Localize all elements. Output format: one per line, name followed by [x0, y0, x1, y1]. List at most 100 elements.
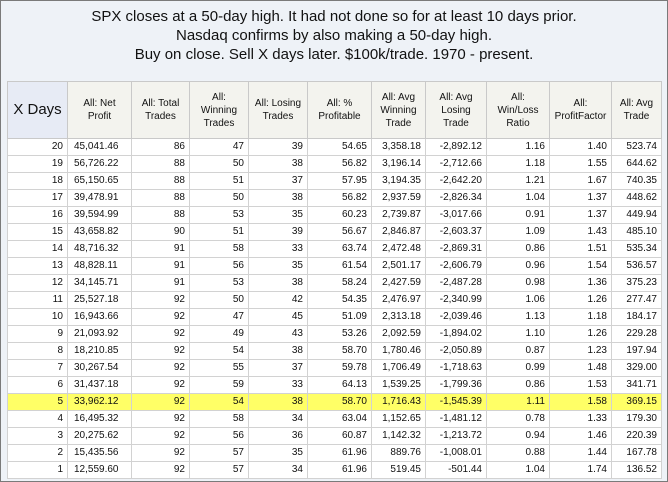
title-line-2: Nasdaq confirms by also making a 50-day … [176, 27, 492, 44]
column-header-total-trades[interactable]: All: Total Trades [131, 81, 190, 139]
table-row[interactable]: 2 15,435.56 92 57 35 61.96 889.76 -1,008.01 0.88… [7, 444, 662, 462]
column-header-net-profit[interactable]: All: Net Profit [67, 81, 132, 139]
cell-losing-trades: 35 [248, 206, 308, 224]
cell-x-days: 6 [7, 376, 68, 394]
cell-avg-losing-trade: -3,017.66 [425, 206, 487, 224]
cell-winning-trades: 47 [189, 308, 249, 326]
table-row[interactable]: 18 65,150.65 88 51 37 57.95 3,194.35 -2,642.20 1… [7, 172, 662, 190]
cell-avg-winning-trade: 2,092.59 [371, 325, 426, 343]
cell-win-loss-ratio: 1.21 [486, 172, 550, 190]
cell-avg-trade: 167.78 [611, 444, 662, 462]
column-header-pct-profitable[interactable]: All: % Profitable [307, 81, 372, 139]
cell-losing-trades: 42 [248, 291, 308, 309]
cell-win-loss-ratio: 1.10 [486, 325, 550, 343]
cell-profit-factor: 1.37 [549, 189, 612, 207]
cell-pct-profitable: 58.24 [307, 274, 372, 292]
table-row-highlighted[interactable]: 5 33,962.12 92 54 38 58.70 1,716.43 -1,545.39 1.… [7, 393, 662, 411]
cell-avg-trade: 220.39 [611, 427, 662, 445]
cell-avg-losing-trade: -2,050.89 [425, 342, 487, 360]
table-row[interactable]: 14 48,716.32 91 58 33 63.74 2,472.48 -2,869.31 0… [7, 240, 662, 258]
cell-profit-factor: 1.53 [549, 376, 612, 394]
table-row[interactable]: 12 34,145.71 91 53 38 58.24 2,427.59 -2,487.28 0… [7, 274, 662, 292]
cell-profit-factor: 1.58 [549, 393, 612, 411]
cell-avg-losing-trade: -501.44 [425, 461, 487, 479]
cell-pct-profitable: 61.96 [307, 461, 372, 479]
column-header-avg-winning-trade[interactable]: All: Avg Winning Trade [371, 81, 426, 139]
cell-total-trades: 92 [131, 410, 190, 428]
table-row[interactable]: 7 30,267.54 92 55 37 59.78 1,706.49 -1,718.63 0.… [7, 359, 662, 377]
cell-profit-factor: 1.55 [549, 155, 612, 173]
cell-pct-profitable: 56.82 [307, 155, 372, 173]
cell-total-trades: 91 [131, 257, 190, 275]
table-row[interactable]: 19 56,726.22 88 50 38 56.82 3,196.14 -2,712.66 1… [7, 155, 662, 173]
cell-profit-factor: 1.36 [549, 274, 612, 292]
cell-total-trades: 88 [131, 155, 190, 173]
table-row[interactable]: 4 16,495.32 92 58 34 63.04 1,152.65 -1,481.12 0.… [7, 410, 662, 428]
cell-losing-trades: 38 [248, 393, 308, 411]
table-row[interactable]: 9 21,093.92 92 49 43 53.26 2,092.59 -1,894.02 1.… [7, 325, 662, 343]
cell-avg-winning-trade: 2,937.59 [371, 189, 426, 207]
cell-net-profit: 48,716.32 [67, 240, 132, 258]
cell-win-loss-ratio: 1.06 [486, 291, 550, 309]
cell-avg-trade: 644.62 [611, 155, 662, 173]
cell-total-trades: 92 [131, 444, 190, 462]
cell-win-loss-ratio: 1.04 [486, 189, 550, 207]
table-row[interactable]: 16 39,594.99 88 53 35 60.23 2,739.87 -3,017.66 0… [7, 206, 662, 224]
cell-x-days: 8 [7, 342, 68, 360]
column-header-losing-trades[interactable]: All: Losing Trades [248, 81, 308, 139]
cell-winning-trades: 54 [189, 342, 249, 360]
cell-total-trades: 91 [131, 240, 190, 258]
cell-total-trades: 92 [131, 393, 190, 411]
cell-x-days: 17 [7, 189, 68, 207]
cell-x-days: 14 [7, 240, 68, 258]
cell-net-profit: 39,478.91 [67, 189, 132, 207]
cell-losing-trades: 34 [248, 410, 308, 428]
cell-pct-profitable: 56.82 [307, 189, 372, 207]
table-row[interactable]: 3 20,275.62 92 56 36 60.87 1,142.32 -1,213.72 0.… [7, 427, 662, 445]
cell-net-profit: 21,093.92 [67, 325, 132, 343]
results-table: X Days All: Net Profit All: Total Trades… [7, 81, 662, 479]
cell-profit-factor: 1.37 [549, 206, 612, 224]
column-header-avg-trade[interactable]: All: Avg Trade [611, 81, 662, 139]
cell-losing-trades: 39 [248, 138, 308, 156]
cell-avg-losing-trade: -2,826.34 [425, 189, 487, 207]
cell-profit-factor: 1.23 [549, 342, 612, 360]
cell-net-profit: 30,267.54 [67, 359, 132, 377]
cell-winning-trades: 50 [189, 189, 249, 207]
column-header-x-days[interactable]: X Days [7, 81, 68, 139]
cell-avg-losing-trade: -2,606.79 [425, 257, 487, 275]
table-row[interactable]: 15 43,658.82 90 51 39 56.67 2,846.87 -2,603.37 1… [7, 223, 662, 241]
table-row[interactable]: 13 48,828.11 91 56 35 61.54 2,501.17 -2,606.79 0… [7, 257, 662, 275]
table-row[interactable]: 20 45,041.46 86 47 39 54.65 3,358.18 -2,892.12 1… [7, 138, 662, 156]
column-header-win-loss-ratio[interactable]: All: Win/Loss Ratio [486, 81, 550, 139]
table-row[interactable]: 11 25,527.18 92 50 42 54.35 2,476.97 -2,340.99 1… [7, 291, 662, 309]
cell-avg-losing-trade: -1,718.63 [425, 359, 487, 377]
table-row[interactable]: 17 39,478.91 88 50 38 56.82 2,937.59 -2,826.34 1… [7, 189, 662, 207]
cell-x-days: 2 [7, 444, 68, 462]
cell-net-profit: 45,041.46 [67, 138, 132, 156]
column-header-avg-losing-trade[interactable]: All: Avg Losing Trade [425, 81, 487, 139]
cell-winning-trades: 53 [189, 274, 249, 292]
table-row[interactable]: 8 18,210.85 92 54 38 58.70 1,780.46 -2,050.89 0.… [7, 342, 662, 360]
cell-avg-winning-trade: 889.76 [371, 444, 426, 462]
cell-net-profit: 18,210.85 [67, 342, 132, 360]
cell-losing-trades: 38 [248, 342, 308, 360]
cell-losing-trades: 37 [248, 172, 308, 190]
column-header-profit-factor[interactable]: All: ProfitFactor [549, 81, 612, 139]
cell-x-days: 13 [7, 257, 68, 275]
cell-x-days: 1 [7, 461, 68, 479]
table-row[interactable]: 1 12,559.60 92 57 34 61.96 519.45 -501.44 1.04 1.… [7, 461, 662, 479]
cell-losing-trades: 38 [248, 155, 308, 173]
cell-winning-trades: 50 [189, 291, 249, 309]
column-header-winning-trades[interactable]: All: Winning Trades [189, 81, 249, 139]
cell-avg-winning-trade: 3,358.18 [371, 138, 426, 156]
cell-avg-winning-trade: 2,313.18 [371, 308, 426, 326]
cell-pct-profitable: 61.96 [307, 444, 372, 462]
cell-net-profit: 39,594.99 [67, 206, 132, 224]
table-row[interactable]: 10 16,943.66 92 47 45 51.09 2,313.18 -2,039.46 1… [7, 308, 662, 326]
cell-losing-trades: 35 [248, 257, 308, 275]
cell-avg-losing-trade: -2,642.20 [425, 172, 487, 190]
table-row[interactable]: 6 31,437.18 92 59 33 64.13 1,539.25 -1,799.36 0.… [7, 376, 662, 394]
cell-winning-trades: 49 [189, 325, 249, 343]
cell-winning-trades: 53 [189, 206, 249, 224]
